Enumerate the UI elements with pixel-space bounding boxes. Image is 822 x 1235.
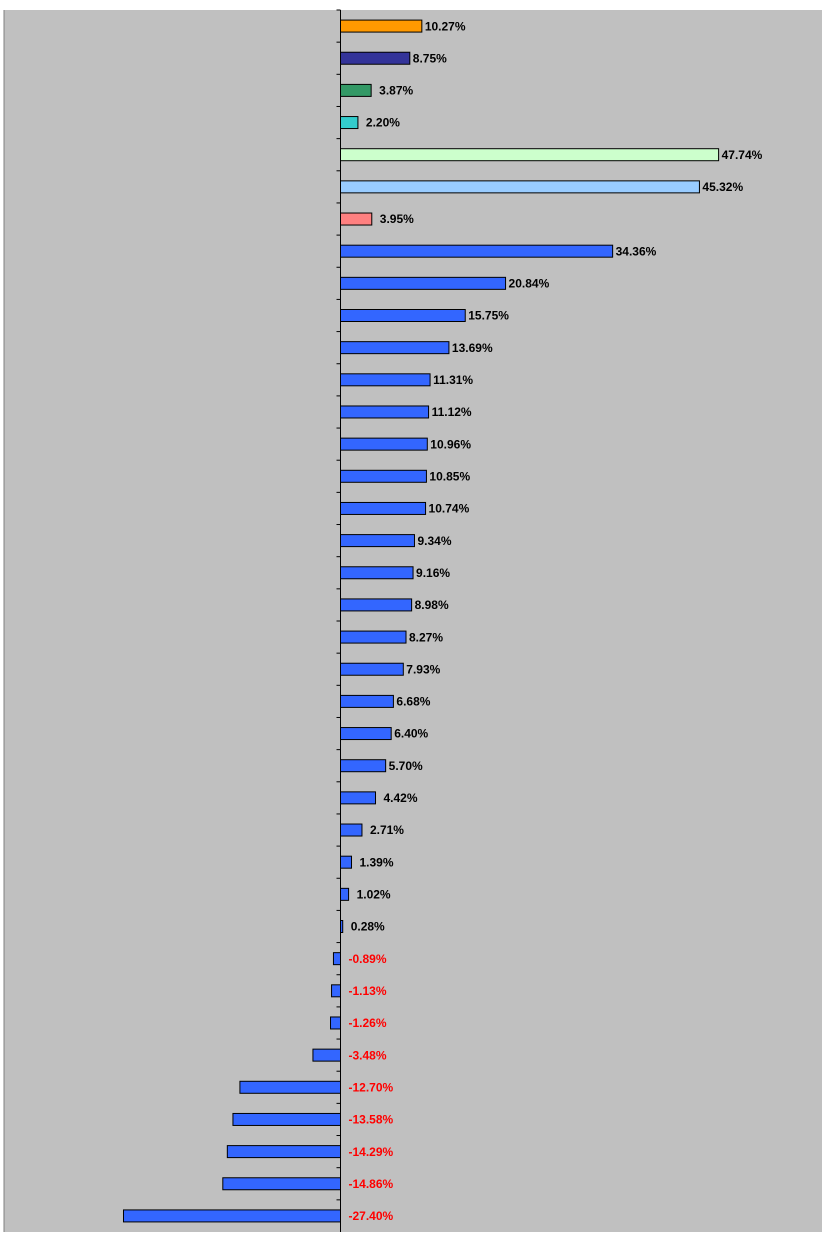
bar-value-label: 8.75% bbox=[413, 51, 447, 65]
bar bbox=[340, 759, 387, 773]
bar-value-label: 2.20% bbox=[366, 116, 400, 130]
bar-value-label: -0.89% bbox=[349, 952, 387, 966]
bar bbox=[340, 630, 407, 644]
bar bbox=[340, 694, 394, 708]
bar-value-label: 10.74% bbox=[429, 502, 470, 516]
bar-value-label: 11.31% bbox=[433, 373, 473, 387]
bar-value-label: 3.87% bbox=[379, 84, 413, 98]
bar-value-label: 10.96% bbox=[430, 437, 471, 451]
plot-background bbox=[4, 10, 822, 1232]
bar bbox=[331, 984, 342, 998]
bar-value-label: 5.70% bbox=[389, 759, 423, 773]
bar-value-label: 2.71% bbox=[370, 823, 404, 837]
category-axis bbox=[336, 9, 341, 1232]
bar bbox=[222, 1177, 342, 1191]
bar bbox=[312, 1048, 341, 1062]
bar bbox=[340, 341, 450, 355]
bar-value-label: 15.75% bbox=[468, 309, 509, 323]
bar bbox=[340, 244, 614, 258]
bar bbox=[340, 791, 377, 805]
bar-value-label: 10.27% bbox=[425, 19, 466, 33]
bars-layer bbox=[122, 19, 720, 1223]
bar bbox=[340, 662, 404, 676]
bar-value-label: -27.40% bbox=[349, 1209, 394, 1223]
bar-value-label: -12.70% bbox=[349, 1080, 394, 1094]
bar bbox=[340, 83, 372, 97]
bar bbox=[340, 276, 507, 290]
bar bbox=[340, 19, 423, 33]
bar bbox=[122, 1209, 341, 1223]
bar-value-label: 8.27% bbox=[409, 630, 443, 644]
bar-value-label: 6.68% bbox=[396, 695, 430, 709]
bar-value-label: -14.29% bbox=[349, 1145, 394, 1159]
bar bbox=[340, 534, 415, 548]
bar bbox=[340, 598, 413, 612]
value-labels-layer: 10.27% 8.75% 3.87% 2.20% 47.74% 45.32% 3.95% 34… bbox=[349, 19, 763, 1223]
bar-value-label: 13.69% bbox=[452, 341, 493, 355]
bar bbox=[340, 887, 350, 901]
bar-value-label: 1.39% bbox=[360, 855, 394, 869]
bar bbox=[340, 469, 427, 483]
bar bbox=[330, 1016, 342, 1030]
bar bbox=[340, 51, 411, 65]
bar bbox=[340, 116, 359, 130]
bar-value-label: 9.34% bbox=[417, 534, 451, 548]
bar-value-label: 4.42% bbox=[384, 791, 418, 805]
bar bbox=[340, 373, 431, 387]
bar-value-label: 7.93% bbox=[406, 662, 440, 676]
bar bbox=[340, 180, 700, 194]
bar bbox=[340, 437, 428, 451]
bar bbox=[340, 566, 414, 580]
bar bbox=[340, 405, 430, 419]
bar-value-label: -13.58% bbox=[349, 1113, 394, 1127]
bar-value-label: 9.16% bbox=[416, 566, 450, 580]
bar-value-label: 11.12% bbox=[432, 405, 472, 419]
bar bbox=[332, 952, 342, 966]
bar-value-label: 0.28% bbox=[351, 920, 385, 934]
bar-value-label: 3.95% bbox=[380, 212, 414, 226]
bar bbox=[340, 855, 353, 869]
bar bbox=[232, 1112, 341, 1126]
bar bbox=[340, 212, 373, 226]
bar bbox=[340, 823, 363, 837]
bar-value-label: -3.48% bbox=[349, 1048, 387, 1062]
bar-value-label: 45.32% bbox=[702, 180, 743, 194]
bar bbox=[340, 309, 466, 322]
bar-value-label: 1.02% bbox=[357, 888, 391, 902]
bar-value-label: 34.36% bbox=[616, 244, 657, 258]
bar bbox=[226, 1145, 341, 1159]
bar-value-label: 20.84% bbox=[509, 277, 550, 291]
bar-value-label: 6.40% bbox=[394, 727, 428, 741]
bar bbox=[340, 501, 427, 515]
bar bbox=[340, 727, 392, 741]
bar-value-label: 47.74% bbox=[722, 148, 763, 162]
bar-value-label: 8.98% bbox=[415, 598, 449, 612]
bar bbox=[340, 148, 720, 162]
bar-value-label: -1.26% bbox=[349, 1016, 387, 1030]
bar-value-label: -1.13% bbox=[349, 984, 387, 998]
bar bbox=[239, 1080, 341, 1094]
bar-value-label: -14.86% bbox=[349, 1177, 394, 1191]
bar-value-label: 10.85% bbox=[429, 469, 470, 483]
